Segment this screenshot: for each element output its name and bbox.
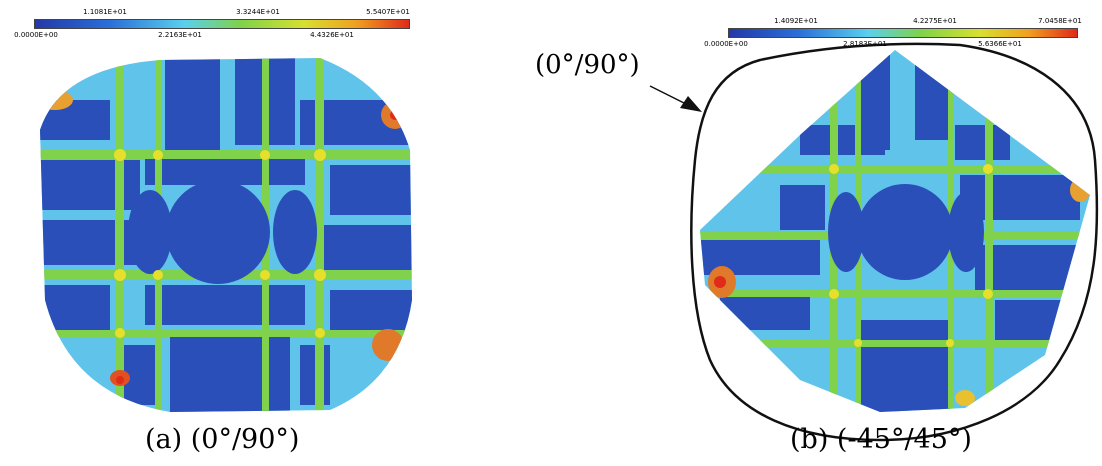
colorbar-a [34,19,410,29]
colorbar-b [728,28,1078,38]
colorbar-b-tick-bottom-1: 0.0000E+00 [704,40,748,48]
colorbar-b-tick-top-2: 4.2275E+01 [913,17,957,25]
callout-arrow-line [649,85,691,107]
callout-arrowhead [680,96,702,112]
colorbar-a-tick-bottom-3: 4.4326E+01 [310,31,354,39]
caption-a: (a) (0°/90°) [145,424,300,455]
contour-plot-a [40,58,412,412]
outline-curve [690,42,1099,442]
colorbar-a-tick-bottom-2: 2.2163E+01 [158,31,202,39]
colorbar-b-tick-bottom-3: 5.6366E+01 [978,40,1022,48]
colorbar-b-tick-bottom-2: 2.8183E+01 [843,40,887,48]
colorbar-a-tick-top-3: 5.5407E+01 [366,8,410,16]
caption-b: (b) (-45°/45°) [790,424,972,455]
colorbar-a-tick-top-2: 3.3244E+01 [236,8,280,16]
colorbar-b-tick-top-1: 1.4092E+01 [774,17,818,25]
colorbar-b-tick-top-3: 7.0458E+01 [1038,17,1082,25]
callout-label: (0°/90°) [535,50,640,80]
colorbar-a-tick-top-1: 1.1081E+01 [83,8,127,16]
colorbar-a-tick-bottom-1: 0.0000E+00 [14,31,58,39]
contour-plot-b [700,50,1090,412]
